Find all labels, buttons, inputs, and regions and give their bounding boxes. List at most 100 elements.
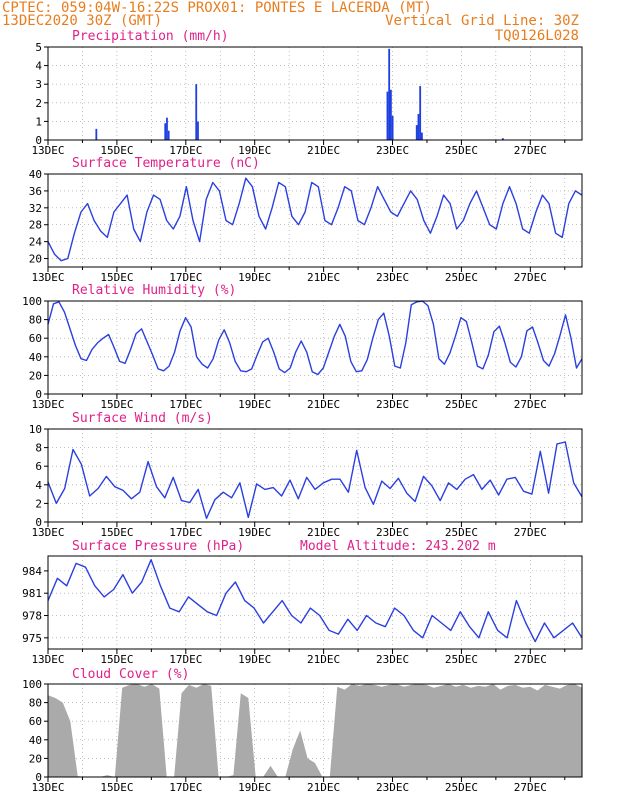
precipitation-bar — [386, 91, 389, 140]
x-tick-label: 25DEC — [445, 271, 478, 284]
y-tick-label: 1 — [35, 115, 42, 128]
x-tick-label: 21DEC — [307, 781, 340, 794]
x-tick-label: 27DEC — [514, 781, 547, 794]
panel-frame — [47, 428, 583, 523]
x-tick-label: 17DEC — [169, 144, 202, 157]
y-tick-label: 28 — [29, 219, 42, 232]
x-tick-label: 13DEC — [31, 781, 64, 794]
x-tick-label: 13DEC — [31, 271, 64, 284]
precipitation-bar — [197, 121, 199, 140]
panel-title-wind: Surface Wind (m/s) — [72, 411, 213, 426]
panel-frame — [47, 555, 583, 650]
panel-frame — [47, 300, 583, 395]
series-line — [47, 559, 583, 643]
series-line — [47, 300, 583, 376]
precipitation-bar — [391, 115, 394, 140]
x-tick-label: 23DEC — [376, 781, 409, 794]
x-tick-label: 19DEC — [238, 144, 271, 157]
x-tick-label: 19DEC — [238, 526, 271, 539]
precipitation-bar — [167, 130, 170, 140]
y-tick-label: 0 — [35, 388, 42, 401]
y-tick-label: 20 — [29, 752, 42, 765]
y-tick-label: 60 — [29, 715, 42, 728]
y-tick-label: 20 — [29, 253, 42, 266]
x-tick-label: 15DEC — [100, 653, 133, 666]
panel-title-pressure: Surface Pressure (hPa) — [72, 539, 244, 554]
series-line — [47, 441, 583, 519]
precipitation-bar — [388, 48, 391, 140]
x-tick-label: 21DEC — [307, 653, 340, 666]
y-tick-label: 100 — [22, 295, 42, 308]
precipitation-bar — [389, 89, 392, 140]
y-tick-label: 6 — [35, 460, 42, 473]
x-tick-label: 13DEC — [31, 144, 64, 157]
y-tick-label: 80 — [29, 697, 42, 710]
y-tick-label: 4 — [35, 479, 42, 492]
y-tick-label: 100 — [22, 678, 42, 691]
y-tick-label: 3 — [35, 78, 42, 91]
x-tick-label: 25DEC — [445, 398, 478, 411]
y-tick-label: 40 — [29, 351, 42, 364]
x-tick-label: 23DEC — [376, 398, 409, 411]
header-line2-left: 13DEC2020 30Z (GMT) — [2, 13, 162, 29]
x-tick-label: 23DEC — [376, 653, 409, 666]
x-tick-label: 13DEC — [31, 653, 64, 666]
precipitation-bar — [166, 117, 168, 140]
x-tick-label: 27DEC — [514, 653, 547, 666]
pressure-model-altitude: Model Altitude: 243.202 m — [300, 539, 496, 554]
x-tick-label: 17DEC — [169, 653, 202, 666]
x-tick-label: 13DEC — [31, 398, 64, 411]
precipitation-bar — [415, 125, 418, 140]
cloud-cover-area — [48, 684, 582, 777]
x-tick-label: 23DEC — [376, 271, 409, 284]
panel-frame — [47, 683, 583, 778]
x-tick-label: 27DEC — [514, 271, 547, 284]
x-tick-label: 19DEC — [238, 781, 271, 794]
panel-title-precipitation: Precipitation (mm/h) — [72, 29, 229, 44]
y-tick-label: 10 — [29, 423, 42, 436]
x-tick-label: 25DEC — [445, 653, 478, 666]
x-tick-label: 15DEC — [100, 398, 133, 411]
header-line3-right: TQ0126L028 — [495, 28, 579, 44]
precipitation-bar — [164, 123, 167, 140]
header-line1: CPTEC: 059:04W-16:22S PROX01: PONTES E L… — [2, 0, 432, 16]
y-tick-label: 0 — [35, 771, 42, 784]
y-tick-label: 24 — [29, 236, 43, 249]
x-tick-label: 27DEC — [514, 398, 547, 411]
y-tick-label: 8 — [35, 442, 42, 455]
x-tick-label: 15DEC — [100, 781, 133, 794]
y-tick-label: 0 — [35, 516, 42, 529]
precipitation-bar — [95, 128, 98, 140]
y-tick-label: 984 — [22, 565, 42, 578]
series-line — [47, 177, 583, 262]
y-tick-label: 36 — [29, 185, 42, 198]
x-tick-label: 15DEC — [100, 271, 133, 284]
x-tick-label: 23DEC — [376, 526, 409, 539]
x-tick-label: 25DEC — [445, 781, 478, 794]
x-tick-label: 21DEC — [307, 526, 340, 539]
y-tick-label: 0 — [35, 134, 42, 147]
y-tick-label: 4 — [35, 60, 42, 73]
panel-frame — [47, 173, 583, 268]
panel-title-humidity: Relative Humidity (%) — [72, 283, 236, 298]
y-tick-label: 80 — [29, 314, 42, 327]
x-tick-label: 21DEC — [307, 271, 340, 284]
y-tick-label: 60 — [29, 332, 42, 345]
precipitation-bar — [417, 113, 420, 140]
panel-title-cloud-cover: Cloud Cover (%) — [72, 667, 189, 682]
panel-title-temperature: Surface Temperature (nC) — [72, 156, 260, 171]
precipitation-bar — [419, 86, 422, 140]
y-tick-label: 975 — [22, 632, 42, 645]
y-tick-label: 40 — [29, 168, 42, 181]
x-tick-label: 19DEC — [238, 271, 271, 284]
y-tick-label: 2 — [35, 97, 42, 110]
y-tick-label: 20 — [29, 369, 42, 382]
y-tick-label: 981 — [22, 587, 42, 600]
x-tick-label: 25DEC — [445, 526, 478, 539]
panel-frame — [47, 46, 583, 141]
x-tick-label: 17DEC — [169, 398, 202, 411]
y-tick-label: 5 — [35, 41, 42, 54]
y-tick-label: 32 — [29, 202, 42, 215]
